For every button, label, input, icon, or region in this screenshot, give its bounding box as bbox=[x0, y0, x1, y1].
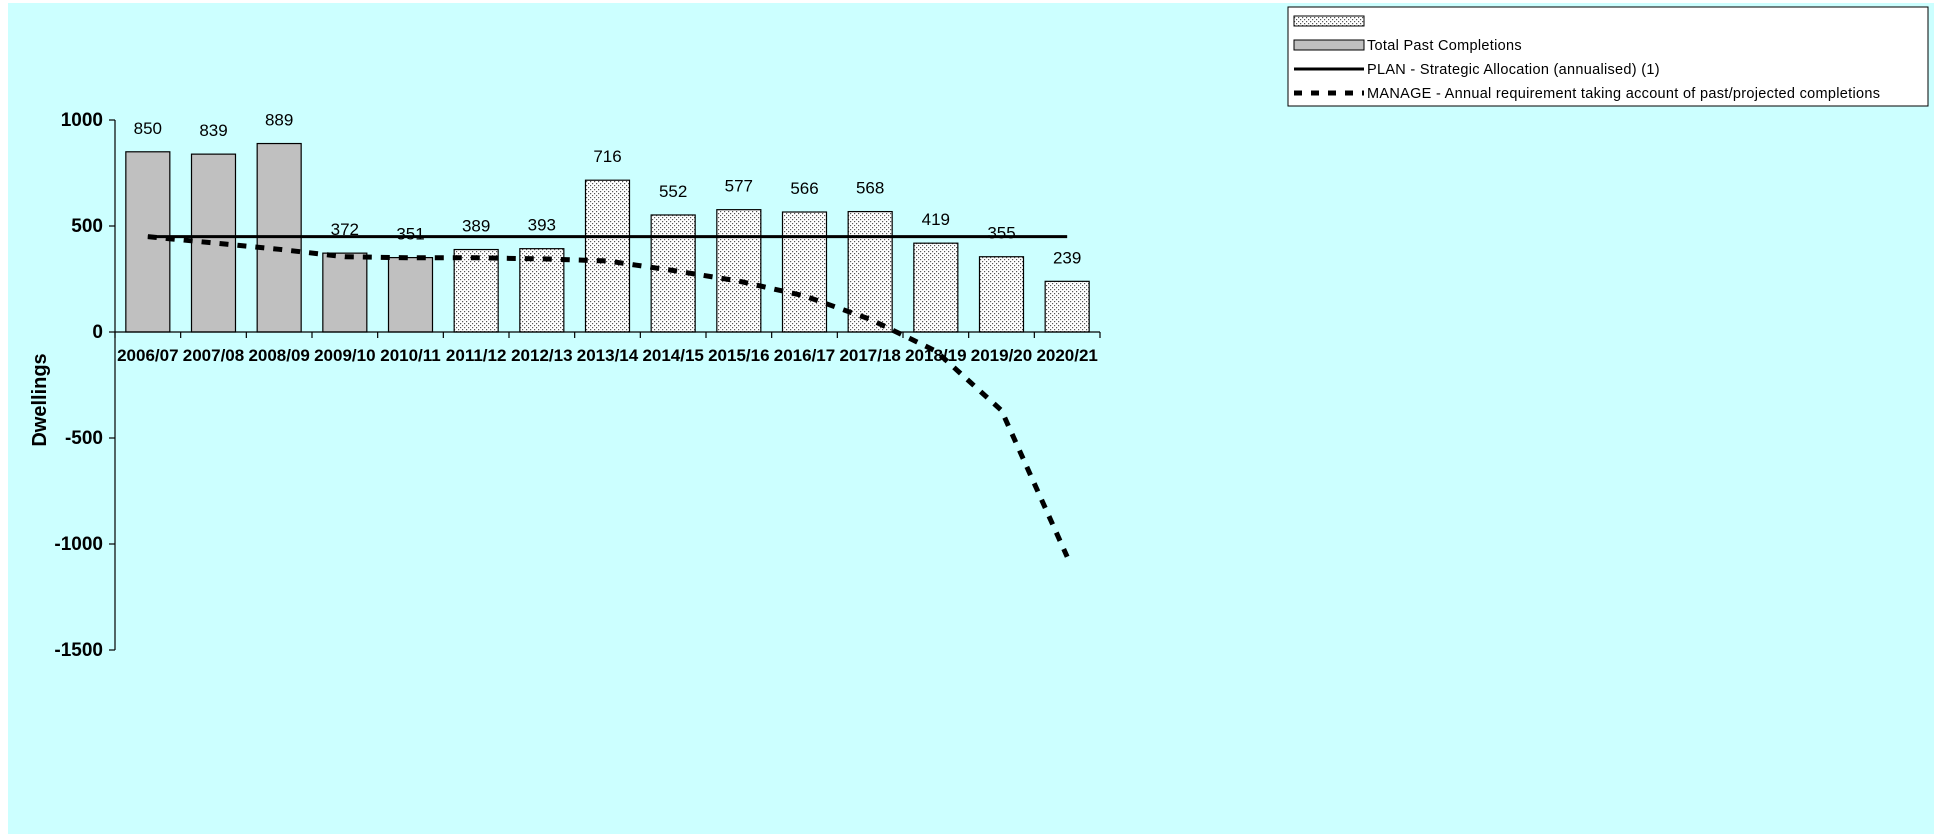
category-label: 2013/14 bbox=[577, 346, 639, 365]
bar-2006-07 bbox=[126, 152, 170, 332]
bar-2019-20 bbox=[980, 257, 1024, 332]
category-label: 2019/20 bbox=[971, 346, 1032, 365]
y-tick-label: 500 bbox=[71, 216, 103, 237]
legend-swatch bbox=[1294, 16, 1364, 26]
bar-2011-12 bbox=[454, 250, 498, 332]
data-label: 393 bbox=[528, 216, 556, 235]
category-label: 2014/15 bbox=[642, 346, 703, 365]
bar-2017-18 bbox=[848, 212, 892, 332]
category-label: 2015/16 bbox=[708, 346, 769, 365]
bar-2013-14 bbox=[586, 180, 630, 332]
category-label: 2010/11 bbox=[380, 346, 441, 365]
data-label: 351 bbox=[396, 225, 424, 244]
bar-2015-16 bbox=[717, 210, 761, 332]
bar-2009-10 bbox=[323, 253, 367, 332]
category-label: 2011/12 bbox=[446, 346, 507, 365]
legend: Total Past Completions PLAN - Strategic A… bbox=[1288, 7, 1928, 106]
chart-area: 1000 500 0 -500 -1000 -1500 2006/07 2007/08 2008… bbox=[8, 3, 1934, 834]
data-label: 389 bbox=[462, 217, 490, 236]
bar-2016-17 bbox=[783, 212, 827, 332]
legend-label: Total Past Completions bbox=[1367, 38, 1522, 54]
legend-label: MANAGE - Annual requirement taking accou… bbox=[1367, 86, 1880, 102]
bar-2018-19 bbox=[914, 243, 958, 332]
legend-swatch bbox=[1294, 40, 1364, 50]
data-label: 577 bbox=[725, 177, 753, 196]
category-label: 2018/19 bbox=[905, 346, 966, 365]
y-tick-label: 1000 bbox=[61, 110, 103, 131]
data-label: 566 bbox=[790, 179, 818, 198]
y-tick-label: -500 bbox=[65, 428, 103, 449]
category-label: 2006/07 bbox=[117, 346, 178, 365]
y-tick-label: 0 bbox=[92, 322, 103, 343]
category-label: 2020/21 bbox=[1036, 346, 1097, 365]
data-label: 889 bbox=[265, 111, 293, 130]
bar-2007-08 bbox=[192, 154, 236, 332]
bar-2012-13 bbox=[520, 249, 564, 332]
data-label: 839 bbox=[199, 121, 227, 140]
data-label: 372 bbox=[331, 220, 359, 239]
labels-layer: 1000 500 0 -500 -1000 -1500 2006/07 2007/08 2008… bbox=[29, 110, 1098, 661]
category-label: 2016/17 bbox=[774, 346, 835, 365]
bar-2010-11 bbox=[389, 258, 433, 332]
data-label: 239 bbox=[1053, 248, 1081, 267]
data-label: 716 bbox=[593, 147, 621, 166]
data-label: 850 bbox=[134, 119, 162, 138]
y-tick-label: -1000 bbox=[54, 534, 103, 555]
data-label: 419 bbox=[922, 210, 950, 229]
category-label: 2008/09 bbox=[248, 346, 309, 365]
category-label: 2012/13 bbox=[511, 346, 572, 365]
data-label: 552 bbox=[659, 182, 687, 201]
bar-2020-21 bbox=[1045, 281, 1089, 332]
category-label: 2007/08 bbox=[183, 346, 244, 365]
category-label: 2017/18 bbox=[839, 346, 900, 365]
category-label: 2009/10 bbox=[314, 346, 375, 365]
chart-svg: 1000 500 0 -500 -1000 -1500 2006/07 2007/08 2008… bbox=[8, 3, 1934, 834]
y-axis-title: Dwellings bbox=[29, 353, 51, 446]
data-label: 568 bbox=[856, 179, 884, 198]
legend-label: PLAN - Strategic Allocation (annualised)… bbox=[1367, 62, 1660, 78]
y-tick-label: -1500 bbox=[54, 640, 103, 661]
data-label: 355 bbox=[987, 224, 1015, 243]
